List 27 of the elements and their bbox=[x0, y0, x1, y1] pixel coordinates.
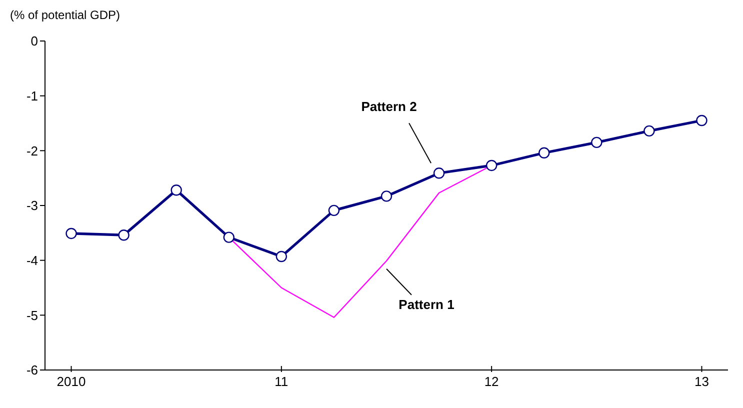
text: Pattern 2 bbox=[361, 99, 417, 114]
y-tick-label: 0 bbox=[30, 34, 38, 49]
point bbox=[328, 204, 340, 216]
x-tick-label: 13 bbox=[694, 374, 709, 389]
point bbox=[66, 228, 77, 240]
point bbox=[538, 147, 550, 158]
y-tick-label: -2 bbox=[26, 143, 38, 158]
y-tick-label: -3 bbox=[26, 198, 38, 214]
point bbox=[170, 184, 182, 196]
y-tick-label: -1 bbox=[26, 88, 38, 104]
y-tick-label: -4 bbox=[26, 252, 38, 268]
point bbox=[433, 168, 445, 179]
y-tick-label: -6 bbox=[26, 362, 38, 378]
y-axis-title: (% of potential GDP) bbox=[10, 8, 120, 22]
x-tick-label: 12 bbox=[484, 374, 499, 389]
point bbox=[380, 190, 392, 202]
point bbox=[591, 136, 602, 148]
point bbox=[276, 250, 288, 262]
point bbox=[223, 232, 234, 243]
x-tick-label: 2010 bbox=[56, 374, 86, 389]
text: Pattern 1 bbox=[398, 296, 454, 312]
y-tick-label: -5 bbox=[26, 308, 38, 323]
x-tick-label: 11 bbox=[274, 374, 288, 389]
point bbox=[696, 114, 708, 126]
point bbox=[118, 230, 130, 241]
point bbox=[486, 160, 498, 172]
point bbox=[644, 125, 655, 137]
